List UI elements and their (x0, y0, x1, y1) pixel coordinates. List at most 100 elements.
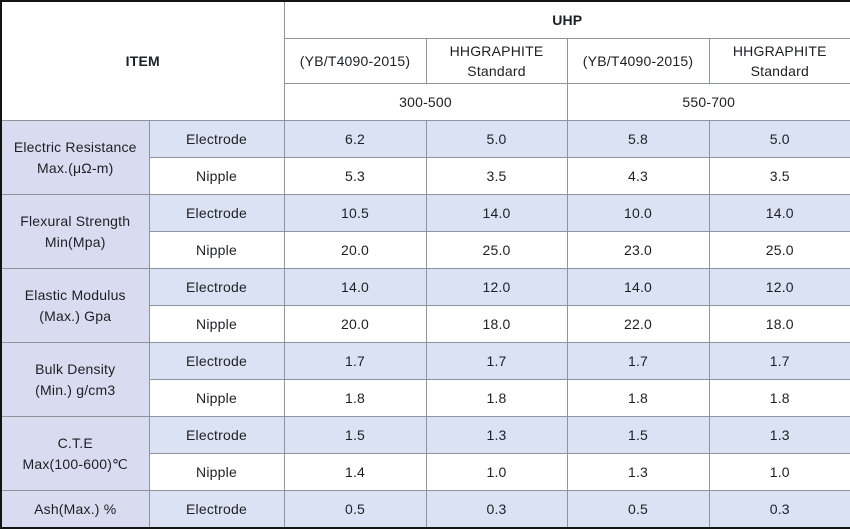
value-cell: 1.5 (566, 416, 710, 455)
value-cell: 0.3 (708, 490, 850, 529)
value-cell: 1.0 (425, 453, 568, 492)
row-type-cell: Nipple (148, 231, 285, 270)
table-row: Electric Resistance Max.(μΩ-m) Electrode… (0, 120, 850, 196)
item-label-line1: Ash(Max.) % (34, 500, 117, 517)
item-header-cell: ITEM (0, 0, 285, 122)
value-cell: 25.0 (708, 231, 850, 270)
value-cell: 1.7 (283, 342, 427, 381)
standard-header-cell-0: (YB/T4090-2015) (283, 37, 427, 85)
value-cell: 18.0 (708, 305, 850, 344)
item-label-line1: Electric Resistance (13, 139, 137, 156)
value-cell: 1.4 (283, 453, 427, 492)
item-label-cell-flexural-strength: Flexural Strength Min(Mpa) (0, 194, 150, 270)
header-row-sizes: 300-500 550-700 (1, 83, 850, 122)
value-cell: 0.5 (283, 490, 427, 529)
standard-name-line1: HHGRAPHITE (449, 42, 544, 59)
size-range-cell-0: 300-500 (283, 83, 568, 122)
value-cell: 12.0 (708, 268, 850, 307)
value-cell: 1.3 (708, 416, 850, 455)
value-cell: 10.0 (566, 194, 710, 233)
row-type-cell: Electrode (148, 490, 285, 529)
value-cell: 5.0 (425, 120, 568, 159)
row-type-cell: Nipple (148, 453, 285, 492)
table-row: Nipple 20.0 18.0 22.0 18.0 (1, 305, 850, 344)
item-label-cell-ash: Ash(Max.) % (0, 490, 150, 529)
value-cell: 22.0 (566, 305, 710, 344)
value-cell: 6.2 (283, 120, 427, 159)
value-cell: 5.3 (283, 157, 427, 196)
value-cell: 1.7 (425, 342, 568, 381)
row-type-cell: Nipple (148, 157, 285, 196)
standard-name-line1: (YB/T4090-2015) (299, 52, 411, 69)
value-cell: 1.7 (566, 342, 710, 381)
value-cell: 14.0 (708, 194, 850, 233)
row-type-cell: Nipple (148, 305, 285, 344)
item-label-line2: Min(Mpa) (44, 233, 106, 250)
table-row: Bulk Density (Min.) g/cm3 Electrode 1.7 … (0, 342, 850, 418)
table-row: Nipple 1.8 1.8 1.8 1.8 (1, 379, 850, 418)
item-label-line1: C.T.E (57, 435, 93, 452)
value-cell: 1.3 (566, 453, 710, 492)
value-cell: 5.8 (566, 120, 710, 159)
row-type-cell: Electrode (148, 342, 285, 381)
value-cell: 3.5 (708, 157, 850, 196)
standard-header-cell-1: HHGRAPHITE Standard (425, 37, 568, 85)
value-cell: 14.0 (566, 268, 710, 307)
value-cell: 1.5 (283, 416, 427, 455)
row-type-cell: Electrode (148, 416, 285, 455)
value-cell: 1.3 (425, 416, 568, 455)
item-label-line2: (Max.) Gpa (39, 307, 112, 324)
table-row: Elastic Modulus (Max.) Gpa Electrode 14.… (0, 268, 850, 344)
table-row: Ash(Max.) % Electrode 0.5 0.3 0.5 0.3 (0, 490, 850, 529)
table-row: C.T.E Max(100-600)℃ Electrode 1.5 1.3 1.… (0, 416, 850, 492)
value-cell: 20.0 (283, 231, 427, 270)
row-type-cell: Electrode (148, 120, 285, 159)
header-row-grade: ITEM UHP (0, 0, 850, 122)
value-cell: 14.0 (425, 194, 568, 233)
item-label-line1: Flexural Strength (20, 213, 131, 230)
value-cell: 1.0 (708, 453, 850, 492)
value-cell: 18.0 (425, 305, 568, 344)
standard-name-line1: HHGRAPHITE (732, 42, 827, 59)
value-cell: 1.8 (708, 379, 850, 418)
value-cell: 12.0 (425, 268, 568, 307)
value-cell: 0.3 (425, 490, 568, 529)
standard-name-line2: Standard (750, 62, 809, 79)
row-type-cell: Nipple (148, 379, 285, 418)
standard-header-cell-2: (YB/T4090-2015) (566, 37, 710, 85)
value-cell: 1.8 (283, 379, 427, 418)
value-cell: 20.0 (283, 305, 427, 344)
item-label-line1: Elastic Modulus (24, 287, 126, 304)
value-cell: 5.0 (708, 120, 850, 159)
item-label-line2: Max(100-600)℃ (22, 455, 128, 472)
value-cell: 23.0 (566, 231, 710, 270)
item-label-line2: (Min.) g/cm3 (35, 381, 116, 398)
item-label-cell-bulk-density: Bulk Density (Min.) g/cm3 (0, 342, 150, 418)
value-cell: 25.0 (425, 231, 568, 270)
standard-header-cell-3: HHGRAPHITE Standard (708, 37, 850, 85)
value-cell: 1.8 (425, 379, 568, 418)
row-type-cell: Electrode (148, 194, 285, 233)
row-type-cell: Electrode (148, 268, 285, 307)
value-cell: 4.3 (566, 157, 710, 196)
value-cell: 3.5 (425, 157, 568, 196)
item-label-cell-cte: C.T.E Max(100-600)℃ (0, 416, 150, 492)
item-label-line1: Bulk Density (35, 361, 116, 378)
uhp-header-cell: UHP (283, 0, 850, 39)
value-cell: 1.8 (566, 379, 710, 418)
standard-name-line2: Standard (467, 62, 526, 79)
item-label-line2: Max.(μΩ-m) (36, 159, 114, 176)
size-range-cell-1: 550-700 (566, 83, 850, 122)
value-cell: 0.5 (566, 490, 710, 529)
table-row: Nipple 1.4 1.0 1.3 1.0 (1, 453, 850, 492)
header-row-standards: (YB/T4090-2015) HHGRAPHITE Standard (YB/… (1, 37, 850, 85)
table-row: Nipple 5.3 3.5 4.3 3.5 (1, 157, 850, 196)
item-label-cell-electric-resistance: Electric Resistance Max.(μΩ-m) (0, 120, 150, 196)
table-row: Flexural Strength Min(Mpa) Electrode 10.… (0, 194, 850, 270)
value-cell: 14.0 (283, 268, 427, 307)
standard-name-line1: (YB/T4090-2015) (582, 52, 694, 69)
value-cell: 1.7 (708, 342, 850, 381)
value-cell: 10.5 (283, 194, 427, 233)
item-label-cell-elastic-modulus: Elastic Modulus (Max.) Gpa (0, 268, 150, 344)
